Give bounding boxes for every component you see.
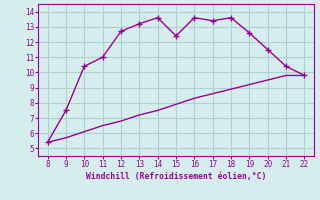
X-axis label: Windchill (Refroidissement éolien,°C): Windchill (Refroidissement éolien,°C) bbox=[86, 172, 266, 181]
